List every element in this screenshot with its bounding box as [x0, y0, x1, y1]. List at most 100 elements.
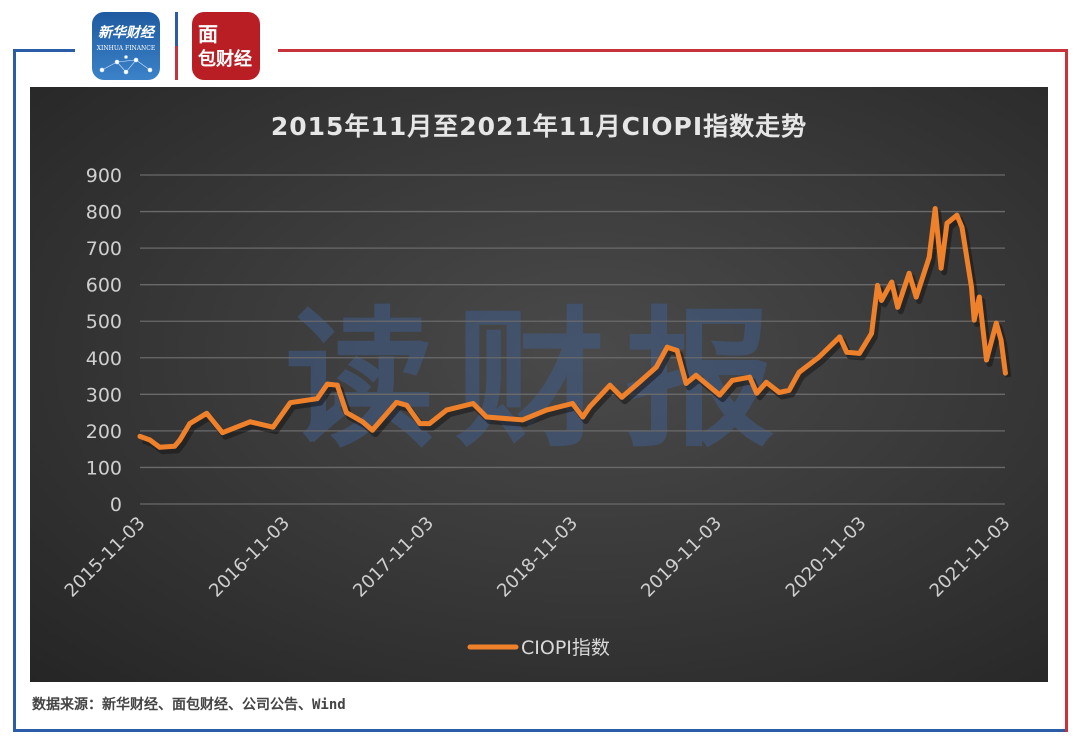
data-point: [570, 401, 575, 406]
y-tick-label: 100: [86, 457, 122, 479]
data-point: [993, 320, 999, 326]
data-point: [954, 212, 960, 218]
data-point: [314, 396, 320, 402]
xinhua-finance-logo: 新华财经 XINHUA FINANCE: [92, 12, 160, 80]
y-tick-label: 0: [110, 494, 122, 516]
y-tick-label: 300: [86, 384, 122, 406]
data-point: [875, 282, 880, 288]
data-point: [287, 400, 293, 406]
data-point: [653, 364, 659, 370]
data-point: [717, 392, 723, 398]
data-point: [204, 410, 210, 416]
frame-bottom-line: [13, 729, 1068, 732]
data-point: [869, 330, 875, 336]
data-point: [157, 444, 163, 450]
data-source: 数据来源：新华财经、面包财经、公司公告、Wind: [32, 697, 346, 713]
data-point: [976, 294, 982, 300]
data-point: [334, 382, 340, 388]
x-tick-label: 2017-11-03: [349, 513, 438, 602]
data-point: [427, 421, 433, 426]
data-point: [370, 427, 375, 433]
data-point: [325, 381, 330, 387]
data-point: [944, 220, 950, 226]
data-point: [674, 348, 680, 353]
mianbao-finance-logo: 面包财经: [192, 12, 260, 80]
frame-right-line: [1065, 49, 1068, 732]
x-tick-label: 2015-11-03: [61, 513, 150, 602]
data-point: [470, 401, 476, 406]
data-point: [984, 357, 989, 363]
y-tick-label: 400: [86, 348, 122, 370]
data-point: [270, 424, 276, 430]
data-point: [856, 350, 862, 356]
data-point: [763, 379, 769, 385]
data-point: [932, 206, 938, 212]
data-point: [693, 372, 699, 378]
data-point: [889, 279, 895, 285]
data-point: [998, 337, 1004, 343]
data-point: [247, 419, 253, 425]
y-tick-label: 200: [86, 421, 122, 443]
data-point: [747, 374, 753, 380]
data-point: [776, 390, 782, 395]
data-point: [607, 382, 613, 388]
data-point: [544, 407, 549, 413]
line-chart: 读财报 0 100 200 300 400 500 600 700 800 900 2015-11…: [61, 112, 1015, 659]
data-point: [926, 254, 932, 260]
data-point: [137, 433, 143, 439]
legend-label: CIOPI指数: [521, 637, 610, 659]
data-point: [895, 304, 901, 310]
data-point: [664, 344, 670, 350]
data-point: [816, 354, 822, 360]
data-point: [360, 419, 365, 425]
data-point: [796, 370, 802, 375]
data-point: [343, 410, 349, 416]
data-point: [837, 334, 843, 340]
x-tick-label: 2020-11-03: [782, 513, 871, 602]
logo-divider: [175, 12, 178, 46]
data-point: [913, 294, 919, 300]
data-point: [683, 380, 689, 386]
data-point: [417, 421, 423, 426]
data-point: [404, 402, 410, 408]
logo-divider-red: [175, 46, 178, 80]
data-point: [879, 297, 884, 303]
data-point: [754, 390, 760, 396]
x-tick-label: 2016-11-03: [205, 513, 294, 602]
data-point: [587, 404, 592, 410]
data-point: [519, 417, 525, 423]
y-tick-label: 500: [86, 311, 122, 333]
data-point: [187, 421, 193, 426]
x-tick-label: 2019-11-03: [637, 513, 726, 602]
chart-title: 2015年11月至2021年11月CIOPI指数走势: [271, 112, 807, 141]
data-point: [971, 317, 977, 323]
legend: CIOPI指数: [467, 637, 610, 659]
x-tick-label: 2018-11-03: [493, 513, 582, 602]
frame-top-left-line: [13, 49, 75, 52]
data-point: [844, 349, 850, 355]
data-point: [177, 437, 183, 443]
data-point: [444, 407, 450, 413]
x-tick-label: 2021-11-03: [926, 513, 1015, 602]
frame-top-right-line: [278, 49, 1068, 52]
data-point: [580, 414, 586, 420]
data-point: [484, 414, 489, 420]
data-point: [938, 265, 944, 271]
data-point: [906, 270, 912, 276]
frame-left-line: [13, 49, 16, 732]
data-point: [172, 443, 178, 449]
y-tick-label: 700: [86, 238, 122, 260]
y-tick-label: 600: [86, 275, 122, 297]
data-point: [394, 399, 399, 405]
data-point: [220, 430, 225, 436]
data-point: [786, 387, 792, 393]
chart-panel: 读财报 0 100 200 300 400 500 600 700 800 900 2015-11…: [30, 87, 1048, 682]
data-point: [729, 378, 735, 383]
data-point: [969, 284, 974, 290]
y-tick-label: 800: [86, 202, 122, 224]
data-point: [1002, 370, 1008, 376]
y-tick-label: 900: [86, 165, 122, 187]
data-point: [147, 437, 153, 443]
data-point: [636, 379, 642, 385]
data-point: [619, 394, 625, 400]
